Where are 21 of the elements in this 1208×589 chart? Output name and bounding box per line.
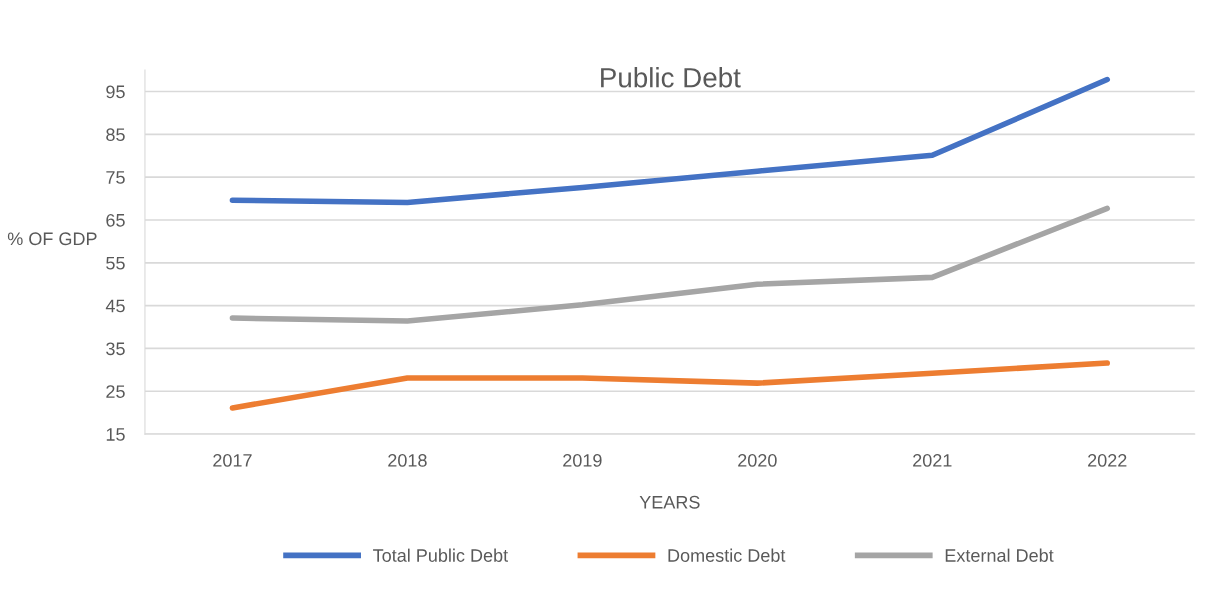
y-tick-label: 85 (106, 128, 125, 142)
legend-label: Total Public Debt (373, 548, 508, 562)
x-tick-label: 2021 (913, 454, 952, 467)
y-tick-label: 25 (106, 385, 125, 398)
chart-title: Public Debt (601, 67, 741, 88)
legend-label: External Debt (945, 548, 1054, 562)
x-tick-label: 2020 (738, 454, 777, 467)
x-tick-label: 2019 (563, 454, 602, 467)
y-tick-label: 45 (105, 299, 125, 313)
y-tick-label: 65 (106, 213, 125, 227)
x-axis-title: YEARS (639, 495, 700, 509)
x-tick-label: 2022 (1088, 454, 1127, 467)
x-tick-label: 2017 (213, 454, 252, 467)
y-axis-title: % OF GDP (7, 232, 97, 246)
legend-label: Domestic Debt (668, 548, 786, 562)
y-tick-label: 55 (106, 256, 125, 270)
y-tick-label: 35 (106, 342, 125, 356)
y-tick-label: 75 (106, 171, 125, 184)
y-tick-label: 15 (106, 428, 125, 441)
x-tick-label: 2018 (388, 454, 427, 467)
y-tick-label: 95 (106, 85, 125, 99)
